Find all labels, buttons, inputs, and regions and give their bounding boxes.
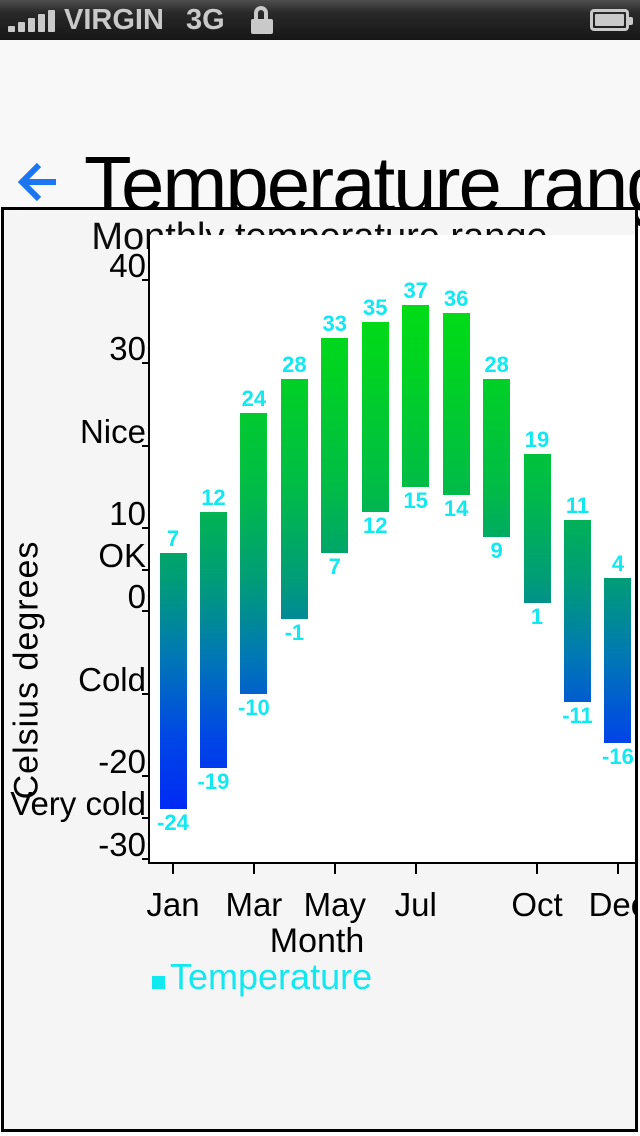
bar-label-high: 4 xyxy=(611,550,625,576)
y-axis-tick xyxy=(142,361,150,364)
y-axis-tick xyxy=(142,279,150,282)
bar-label-low: 1 xyxy=(530,603,544,629)
network-type-label: 3G xyxy=(186,4,225,36)
temperature-chart: Monthly temperature range 4030Nice10OK0C… xyxy=(1,207,638,1132)
bar-label-high: 36 xyxy=(443,286,469,312)
temperature-bar-jan[interactable] xyxy=(159,553,187,810)
legend-item-temperature[interactable]: Temperature xyxy=(152,956,372,998)
y-axis-tick xyxy=(142,610,150,612)
temperature-bar-dec[interactable] xyxy=(604,577,632,744)
y-axis-tick-label: OK xyxy=(98,536,146,574)
temperature-bar-oct[interactable] xyxy=(523,453,551,603)
temperature-bar-may[interactable] xyxy=(321,338,349,554)
temperature-bar-aug[interactable] xyxy=(442,313,470,496)
y-axis-tick-label: 10 xyxy=(109,495,146,533)
bar-label-low: -10 xyxy=(237,694,270,720)
bar-label-high: 11 xyxy=(565,493,590,519)
temperature-bar-jul[interactable] xyxy=(402,305,430,487)
x-axis-tick-label: May xyxy=(303,886,366,923)
bar-label-low: 7 xyxy=(328,554,341,580)
temperature-bar-nov[interactable] xyxy=(564,520,591,702)
y-axis-tick xyxy=(142,816,150,819)
temperature-bar-feb[interactable] xyxy=(199,511,227,769)
bar-label-high: 35 xyxy=(363,294,388,320)
signal-bars-icon xyxy=(8,10,55,32)
bar-label-low: 15 xyxy=(403,487,428,513)
back-button[interactable] xyxy=(14,160,58,204)
y-axis-tick-label: Very cold xyxy=(10,784,146,822)
page-header: Temperature range xyxy=(0,40,640,228)
y-axis-tick xyxy=(142,692,150,695)
y-axis-tick-label: 0 xyxy=(127,578,146,615)
bar-label-low: 14 xyxy=(443,496,469,522)
back-arrow-icon xyxy=(14,162,58,208)
bar-label-low: 12 xyxy=(363,512,388,538)
temperature-bar-sep[interactable] xyxy=(483,379,511,537)
y-axis-tick-label: Nice xyxy=(79,412,146,450)
y-axis-tick xyxy=(142,444,150,447)
bar-label-high: 28 xyxy=(484,352,509,378)
x-axis-tick-label: Oct xyxy=(511,886,563,923)
x-axis-tick xyxy=(252,864,255,874)
y-axis-tick xyxy=(142,858,150,861)
x-axis-tick-label: Jan xyxy=(146,886,200,923)
bar-label-low: -11 xyxy=(562,702,593,728)
bar-label-high: 7 xyxy=(166,526,180,552)
bar-label-low: -16 xyxy=(602,744,634,770)
status-bar: VIRGIN 3G xyxy=(0,0,640,41)
bar-label-high: 28 xyxy=(282,352,307,378)
x-axis-tick xyxy=(414,864,417,874)
x-axis-tick-label: Jul xyxy=(394,886,437,923)
x-axis-tick-label: Mar xyxy=(225,886,283,923)
x-axis-tick xyxy=(333,864,336,874)
bar-label-high: 12 xyxy=(201,484,226,510)
x-axis-title: Month xyxy=(269,922,365,960)
bar-label-high: 37 xyxy=(403,278,428,303)
carrier-label: VIRGIN xyxy=(64,4,164,36)
y-axis-tick-label: -20 xyxy=(98,743,146,781)
plot-area xyxy=(148,235,635,864)
x-axis-tick xyxy=(616,864,619,874)
bar-label-high: 33 xyxy=(322,311,348,337)
legend-marker-icon xyxy=(152,975,165,989)
x-axis-tick xyxy=(536,864,539,874)
y-axis-title: Celsius degrees xyxy=(7,540,46,800)
bar-label-high: 19 xyxy=(524,426,550,452)
y-axis-tick-label: 40 xyxy=(109,247,146,285)
y-axis-tick-label: -30 xyxy=(98,826,146,864)
temperature-bar-apr[interactable] xyxy=(280,379,308,620)
y-axis-tick-label: 30 xyxy=(109,329,146,367)
temperature-bar-mar[interactable] xyxy=(240,412,268,694)
bar-label-low: -19 xyxy=(197,769,230,795)
y-axis-tick xyxy=(142,568,150,571)
bar-label-low: 9 xyxy=(490,537,503,563)
y-axis-tick xyxy=(142,527,150,530)
bar-label-low: -1 xyxy=(284,620,305,646)
lock-icon xyxy=(251,6,273,34)
bar-label-low: -24 xyxy=(157,810,189,836)
y-axis-tick xyxy=(142,775,150,778)
bar-label-high: 24 xyxy=(241,385,267,411)
x-axis-tick xyxy=(172,864,174,874)
temperature-bar-jun[interactable] xyxy=(361,321,389,512)
legend-label: Temperature xyxy=(170,956,373,997)
battery-icon xyxy=(590,9,633,31)
x-axis-tick-label: Dec xyxy=(588,886,635,923)
y-axis-tick-label: Cold xyxy=(78,660,146,698)
